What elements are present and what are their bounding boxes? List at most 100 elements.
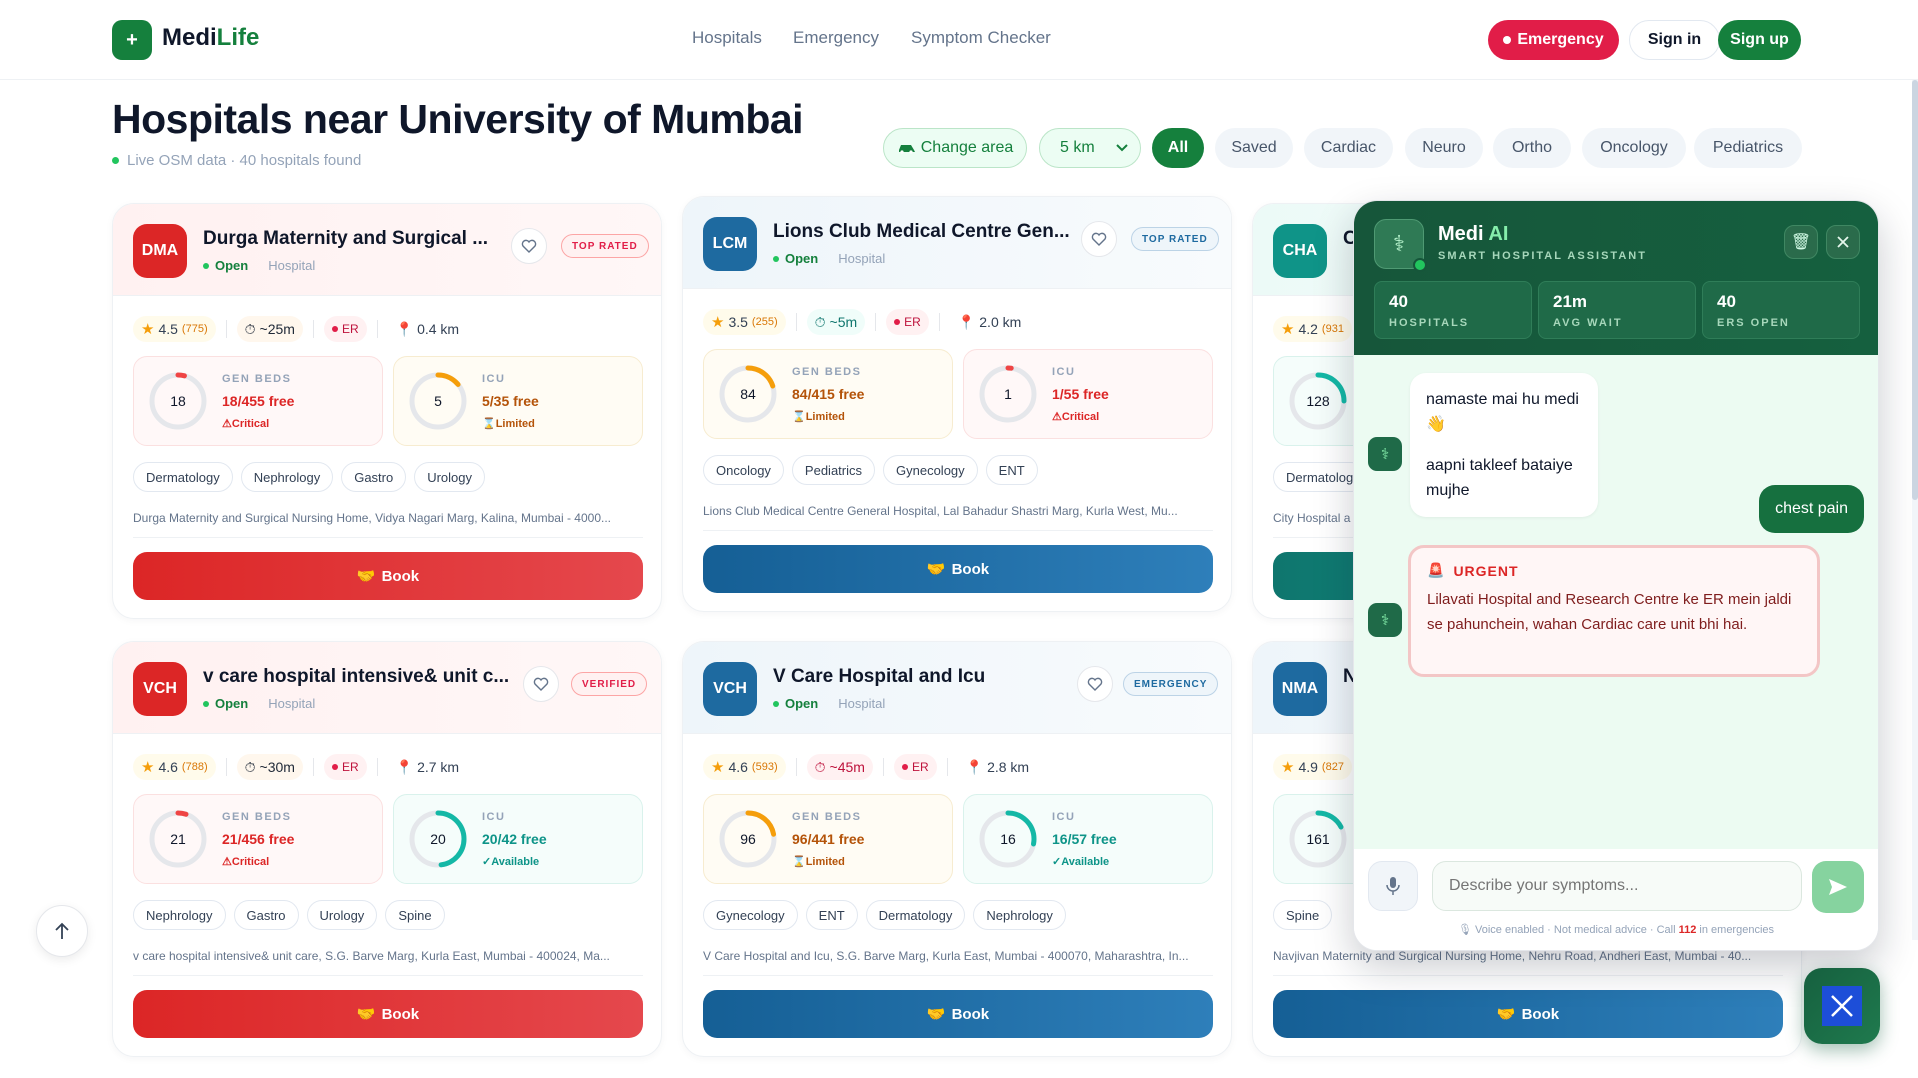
timer-icon: ⏱ — [814, 758, 826, 775]
hospital-name[interactable]: Lions Club Medical Centre Gen... — [773, 221, 1070, 242]
chevron-down-icon — [1116, 144, 1128, 152]
filter-chip-saved[interactable]: Saved — [1215, 128, 1293, 168]
specialty-tag[interactable]: ENT — [985, 455, 1038, 485]
save-heart-button[interactable] — [523, 666, 559, 702]
gen-beds-ring — [1289, 810, 1347, 868]
specialty-tag[interactable]: Dermatology — [133, 462, 233, 492]
filter-chip-all[interactable]: All — [1152, 128, 1204, 168]
book-button-label: Book — [381, 1005, 420, 1023]
logo-icon[interactable]: + — [112, 20, 152, 60]
specialty-tag[interactable]: Oncology — [703, 455, 784, 485]
hospital-card[interactable]: VCH v care hospital intensive& unit c...… — [112, 641, 662, 1057]
hospital-name[interactable]: Durga Maternity and Surgical ... — [203, 228, 489, 249]
er-pill: ER — [893, 754, 937, 780]
signin-button[interactable]: Sign in — [1629, 20, 1720, 60]
specialty-tag[interactable]: Spine — [385, 900, 445, 930]
change-area-button[interactable]: Change area — [883, 128, 1027, 168]
filter-chip-cardiac[interactable]: Cardiac — [1304, 128, 1393, 168]
specialty-tag[interactable]: Nephrology — [240, 462, 334, 492]
specialty-tag[interactable]: Nephrology — [133, 900, 226, 930]
close-icon — [1837, 236, 1849, 248]
brand-name[interactable]: MediLife — [162, 24, 259, 52]
book-button-label: Book — [951, 560, 990, 578]
radius-select[interactable]: 5 km — [1039, 128, 1141, 168]
specialty-tag[interactable]: Nephrology — [973, 900, 1066, 930]
emergency-dot-icon — [1503, 36, 1512, 44]
review-count: (931 — [1321, 323, 1344, 335]
specialty-tag[interactable]: Gynecology — [883, 455, 978, 485]
save-heart-button[interactable] — [1081, 221, 1117, 257]
specialty-tag[interactable]: Dermatology — [865, 900, 966, 930]
icu-panel: 1 ICU 1/55 free ⚠Critical — [963, 349, 1213, 439]
er-dot-icon — [331, 764, 338, 770]
scrollbar-thumb[interactable] — [1912, 80, 1918, 500]
book-button[interactable]: 🤝 Book — [1273, 990, 1783, 1038]
rating-pill: ★ 4.6 (788) — [133, 754, 216, 780]
filter-chip-oncology[interactable]: Oncology — [1582, 128, 1686, 168]
rating-pill: ★ 4.5 (775) — [133, 316, 216, 342]
specialty-tag[interactable]: Urology — [414, 462, 486, 492]
book-button[interactable]: 🤝 Book — [703, 990, 1213, 1038]
icu-ring — [979, 810, 1037, 868]
bot-avatar-icon: ⚕ — [1368, 437, 1402, 471]
stat-label: HOSPITALS — [1389, 317, 1470, 329]
symptom-input[interactable] — [1432, 861, 1802, 911]
nav-link-hospitals[interactable]: Hospitals — [692, 28, 762, 47]
signup-button[interactable]: Sign up — [1718, 20, 1801, 60]
hospital-name[interactable]: V Care Hospital and Icu — [773, 666, 986, 687]
er-pill: ER — [323, 754, 367, 780]
user-message: chest pain — [1759, 485, 1864, 533]
specialty-tag[interactable]: Gynecology — [703, 900, 798, 930]
hospital-card[interactable]: LCM Lions Club Medical Centre Gen... Ope… — [682, 196, 1232, 612]
hourglass-icon: ⌛ — [792, 856, 806, 868]
chat-messages: namaste mai hu medi 👋 aapni takleef bata… — [1354, 355, 1878, 849]
review-count: (593) — [751, 761, 778, 773]
filter-chip-ortho[interactable]: Ortho — [1493, 128, 1571, 168]
icu-count: 20 — [430, 831, 446, 847]
chat-toggle-button[interactable] — [1804, 968, 1880, 1044]
gen-beds-count: 161 — [1306, 831, 1330, 847]
er-label: ER — [904, 315, 921, 329]
save-heart-button[interactable] — [1077, 666, 1113, 702]
page-scrollbar[interactable] — [1912, 80, 1918, 940]
warning-icon: ⚠ — [222, 856, 232, 868]
clear-chat-button[interactable]: 🗑 — [1784, 225, 1818, 259]
bot-message: namaste mai hu medi 👋 aapni takleef bata… — [1410, 373, 1598, 517]
icu-free: 20/42 free — [482, 831, 547, 847]
nav-link-symptom-checker[interactable]: Symptom Checker — [911, 28, 1051, 47]
specialty-tag[interactable]: Gastro — [341, 462, 407, 492]
star-icon: ★ — [1281, 759, 1295, 776]
book-button[interactable]: 🤝 Book — [133, 552, 643, 600]
hospital-card[interactable]: VCH V Care Hospital and Icu Open Hospital… — [682, 641, 1232, 1057]
specialty-tag[interactable]: Spine — [1273, 900, 1333, 930]
icu-status-text: Critical — [1061, 411, 1100, 423]
save-heart-button[interactable] — [511, 228, 547, 264]
gen-beds-label: GEN BEDS — [792, 366, 862, 378]
hospital-card[interactable]: DMA Durga Maternity and Surgical ... Ope… — [112, 203, 662, 619]
specialty-tag[interactable]: Gastro — [233, 900, 299, 930]
send-button[interactable] — [1812, 861, 1864, 913]
warning-icon: ⚠ — [222, 418, 232, 430]
handshake-icon: 🤝 — [926, 1006, 946, 1023]
hospital-name[interactable]: v care hospital intensive& unit c... — [203, 666, 510, 687]
close-chat-button[interactable] — [1826, 225, 1860, 259]
microphone-button[interactable] — [1368, 861, 1418, 911]
gen-beds-ring — [719, 365, 777, 423]
filter-chip-pediatrics[interactable]: Pediatrics — [1694, 128, 1802, 168]
distance-value: 2.0 km — [979, 314, 1022, 330]
open-dot-icon — [773, 700, 779, 707]
hospital-type: Hospital — [838, 251, 886, 266]
book-button[interactable]: 🤝 Book — [703, 545, 1213, 593]
filter-chip-neuro[interactable]: Neuro — [1405, 128, 1483, 168]
scroll-to-top-button[interactable] — [36, 905, 88, 957]
book-button[interactable]: 🤝 Book — [133, 990, 643, 1038]
emergency-button[interactable]: Emergency — [1488, 20, 1619, 60]
card-stats: ★ 4.9 (827 — [1273, 754, 1352, 780]
specialty-tag[interactable]: ENT — [805, 900, 858, 930]
specialty-tag[interactable]: Pediatrics — [791, 455, 875, 485]
specialty-tag[interactable]: Urology — [306, 900, 378, 930]
brand-name-part2: Life — [216, 24, 260, 51]
wait-pill: ⏱ ~25m — [236, 316, 303, 342]
nav-link-emergency[interactable]: Emergency — [793, 28, 879, 47]
distance-value: 0.4 km — [417, 321, 460, 337]
